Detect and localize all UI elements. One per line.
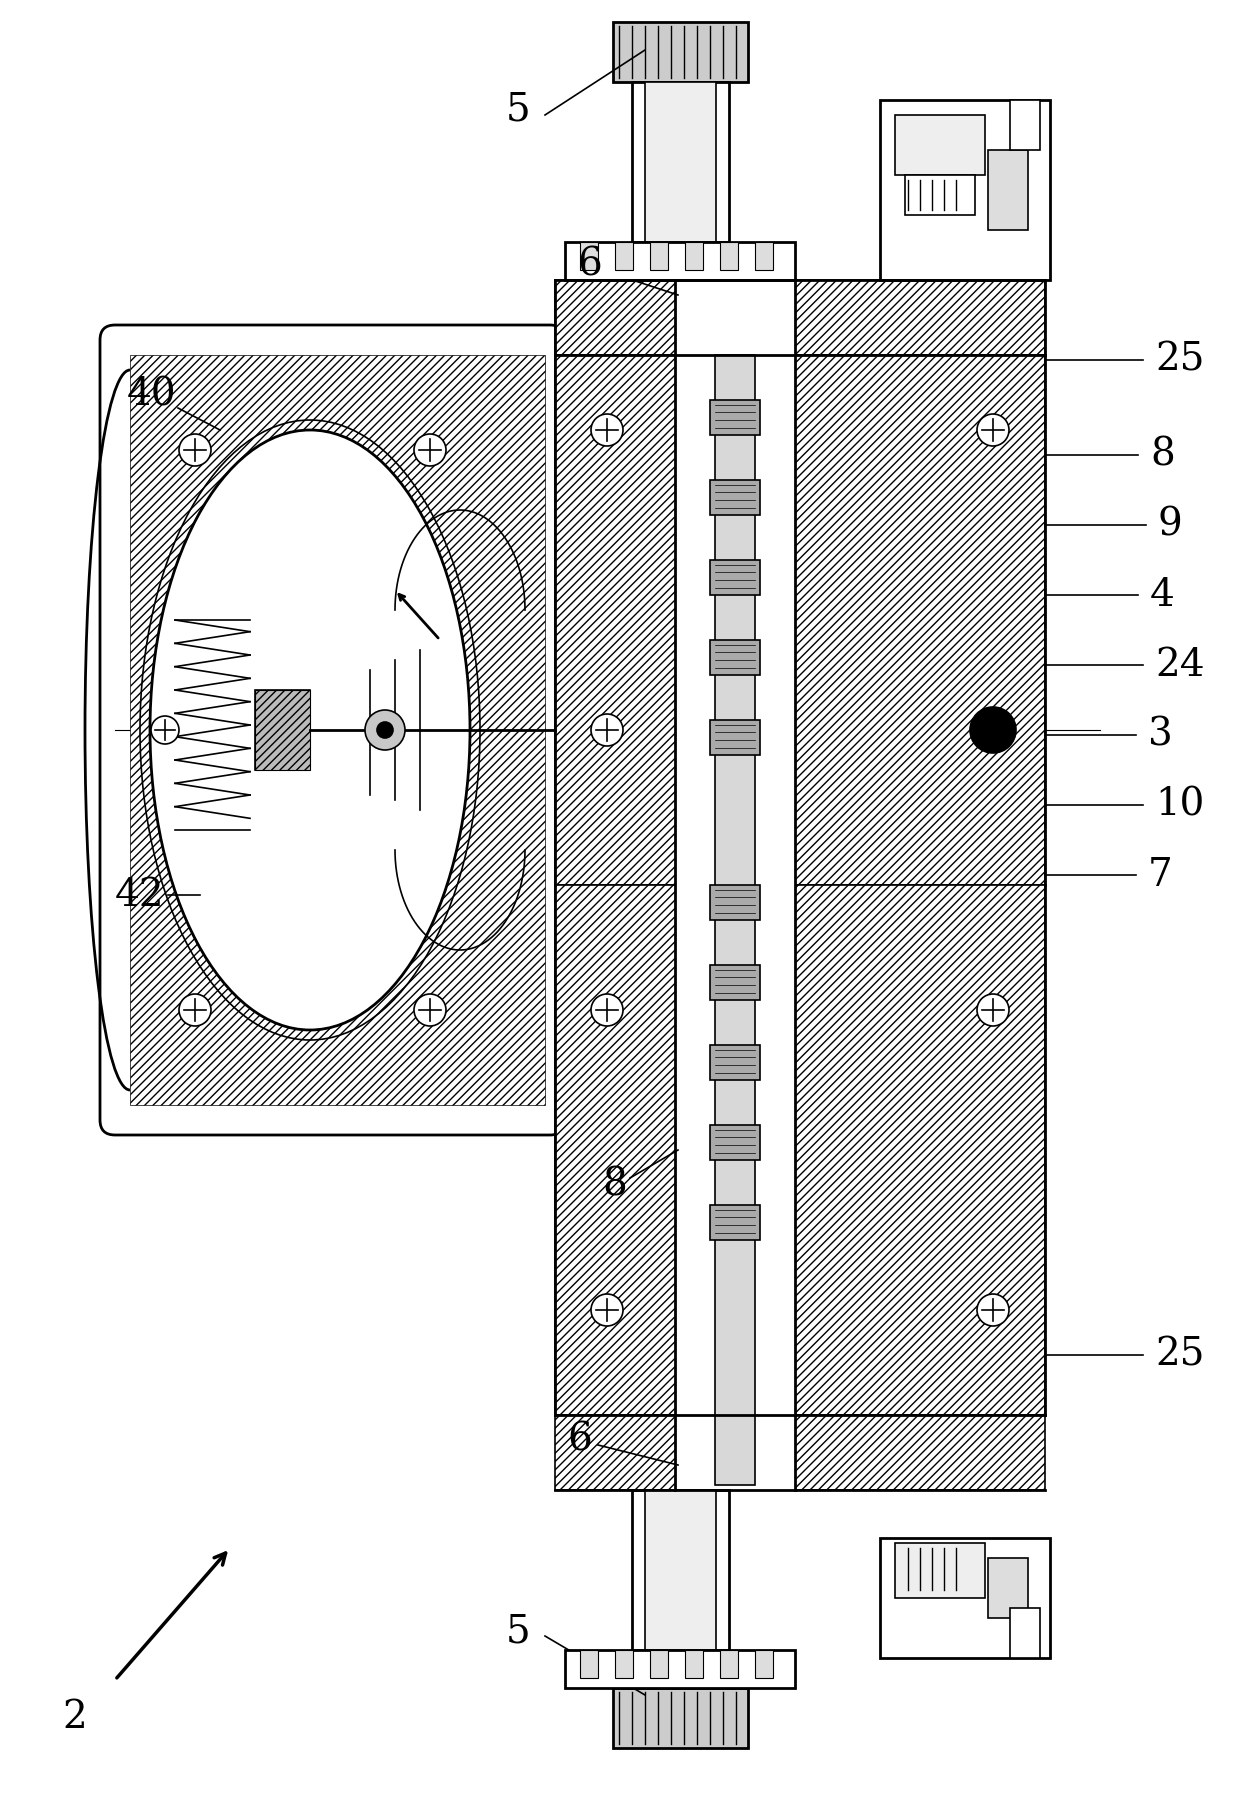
Text: 42: 42 xyxy=(115,876,165,913)
Circle shape xyxy=(365,711,405,751)
Text: 40: 40 xyxy=(128,376,177,413)
Text: 7: 7 xyxy=(1148,856,1173,893)
Bar xyxy=(556,885,1045,1414)
Ellipse shape xyxy=(150,431,470,1031)
Bar xyxy=(1011,1607,1040,1658)
Circle shape xyxy=(591,714,622,745)
Bar xyxy=(613,1687,748,1747)
Bar xyxy=(711,560,760,594)
Bar xyxy=(684,242,703,271)
Bar xyxy=(711,885,760,920)
Circle shape xyxy=(414,435,446,465)
FancyBboxPatch shape xyxy=(100,325,565,1134)
Text: 2: 2 xyxy=(63,1700,87,1736)
Bar xyxy=(556,1414,1045,1491)
Bar xyxy=(755,242,773,271)
Circle shape xyxy=(414,994,446,1025)
Bar xyxy=(711,400,760,435)
Bar xyxy=(895,1543,985,1598)
Bar xyxy=(675,280,795,1491)
Circle shape xyxy=(179,994,211,1025)
Bar xyxy=(720,242,738,271)
Bar xyxy=(880,1538,1050,1658)
Bar xyxy=(615,242,632,271)
Bar xyxy=(645,1491,715,1651)
Circle shape xyxy=(377,722,393,738)
Bar xyxy=(650,242,668,271)
Circle shape xyxy=(977,994,1009,1025)
Circle shape xyxy=(970,707,1016,753)
Text: 4: 4 xyxy=(1149,576,1174,613)
Circle shape xyxy=(977,415,1009,445)
Bar xyxy=(615,1651,632,1678)
Bar xyxy=(711,720,760,754)
Circle shape xyxy=(591,994,622,1025)
Text: 10: 10 xyxy=(1154,787,1204,824)
Text: 5: 5 xyxy=(506,1614,531,1651)
Bar xyxy=(880,100,1050,280)
Bar xyxy=(130,355,546,1105)
Circle shape xyxy=(591,1294,622,1325)
Text: 6: 6 xyxy=(578,247,603,284)
Bar xyxy=(711,480,760,514)
Text: 3: 3 xyxy=(1148,716,1173,753)
Bar xyxy=(720,1651,738,1678)
Bar xyxy=(755,1651,773,1678)
Circle shape xyxy=(977,1294,1009,1325)
Bar xyxy=(684,1651,703,1678)
Bar xyxy=(632,1491,729,1651)
Text: 9: 9 xyxy=(1158,507,1183,544)
Text: 24: 24 xyxy=(1154,647,1204,684)
Circle shape xyxy=(591,415,622,445)
Circle shape xyxy=(179,435,211,465)
Bar xyxy=(556,280,1045,355)
Bar xyxy=(613,22,748,82)
Text: 25: 25 xyxy=(1154,1336,1204,1374)
Bar xyxy=(650,1651,668,1678)
Bar xyxy=(255,691,310,771)
Bar xyxy=(715,355,755,1485)
Bar xyxy=(905,175,975,215)
Bar xyxy=(645,82,715,242)
Bar xyxy=(1011,100,1040,151)
Text: 5: 5 xyxy=(506,91,531,129)
Bar xyxy=(711,1125,760,1160)
Bar xyxy=(565,1651,795,1687)
Bar xyxy=(895,115,985,175)
Bar xyxy=(632,82,729,242)
Text: 8: 8 xyxy=(1149,436,1174,473)
Text: 25: 25 xyxy=(1154,342,1204,378)
Bar xyxy=(988,151,1028,231)
Text: 8: 8 xyxy=(603,1167,627,1204)
Bar xyxy=(580,1651,598,1678)
Bar xyxy=(556,355,1045,885)
Bar xyxy=(255,691,310,771)
Bar xyxy=(988,1558,1028,1618)
Circle shape xyxy=(977,714,1009,745)
Circle shape xyxy=(151,716,179,744)
Bar xyxy=(711,640,760,674)
Bar xyxy=(580,242,598,271)
Bar xyxy=(565,242,795,280)
Text: 6: 6 xyxy=(568,1422,593,1458)
Bar xyxy=(711,965,760,1000)
Bar xyxy=(711,1045,760,1080)
Bar xyxy=(711,1205,760,1240)
